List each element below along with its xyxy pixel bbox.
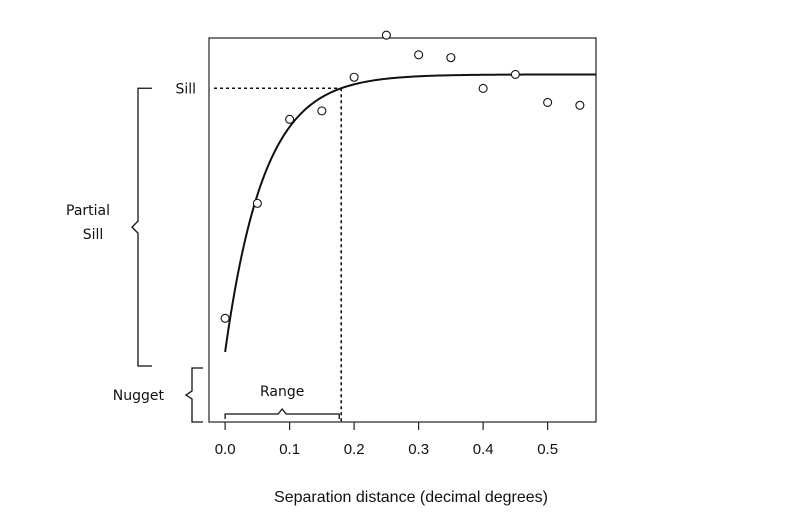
range-brace <box>224 407 340 419</box>
x-tick-label: 0.4 <box>473 441 494 458</box>
x-axis-label: Separation distance (decimal degrees) <box>274 489 548 506</box>
plot-frame <box>208 37 597 423</box>
data-point <box>575 100 585 110</box>
x-tick-label: 0.5 <box>537 441 558 458</box>
data-point <box>446 53 456 63</box>
x-tick-label: 0.3 <box>408 441 429 458</box>
annotations: Sill Partial Sill Nugget Range <box>66 81 340 423</box>
model-curve-line <box>224 73 596 353</box>
data-points <box>220 30 585 323</box>
sill-label: Sill <box>175 81 196 97</box>
partial-sill-brace <box>131 87 152 367</box>
data-point <box>414 50 424 60</box>
range-label: Range <box>260 384 304 400</box>
data-point <box>317 106 327 116</box>
data-point <box>381 30 391 40</box>
nugget-brace <box>184 367 203 423</box>
data-point <box>510 69 520 79</box>
model-curve <box>224 73 596 353</box>
partial-sill-label-line1: Partial <box>66 203 110 219</box>
data-point <box>478 83 488 94</box>
x-tick-label: 0.2 <box>344 441 365 458</box>
data-point <box>543 97 553 108</box>
partial-sill-label-line2: Sill <box>83 227 104 243</box>
x-axis: 0.0 0.1 0.2 0.3 0.4 0.5 <box>215 422 558 458</box>
data-point <box>252 198 262 208</box>
data-point <box>285 114 295 124</box>
data-point <box>220 313 230 323</box>
nugget-label: Nugget <box>113 388 165 404</box>
data-point <box>349 72 359 82</box>
x-tick-label: 0.1 <box>279 441 300 458</box>
guide-lines <box>214 87 343 422</box>
x-tick-label: 0.0 <box>215 441 236 458</box>
